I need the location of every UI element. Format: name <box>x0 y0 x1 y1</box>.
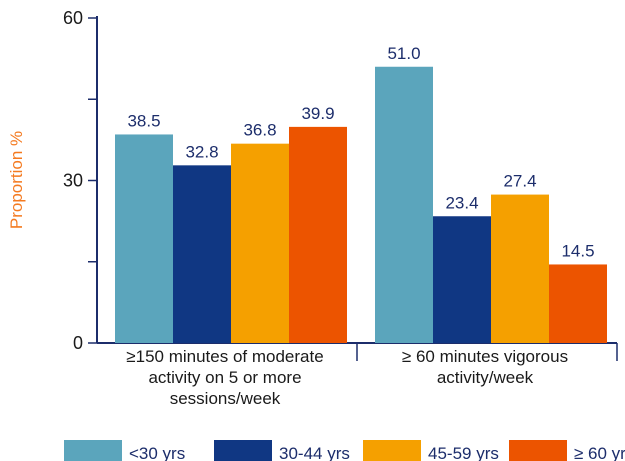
legend-item: ≥ 60 yrs <box>509 440 625 461</box>
legend: <30 yrs 30-44 yrs 45-59 yrs ≥ 60 yrs <box>64 440 625 461</box>
data-label: 14.5 <box>561 241 594 260</box>
bar <box>173 165 231 343</box>
data-label: 23.4 <box>445 193 478 212</box>
legend-label: 45-59 yrs <box>428 444 499 461</box>
bar <box>231 143 289 343</box>
bar <box>549 264 607 343</box>
data-label: 32.8 <box>185 142 218 161</box>
data-label: 36.8 <box>243 121 276 140</box>
y-tick-label: 30 <box>63 171 83 191</box>
legend-item: 45-59 yrs <box>363 440 499 461</box>
bar <box>289 126 347 343</box>
y-tick-label: 0 <box>73 333 83 353</box>
bar <box>375 66 433 343</box>
data-label: 38.5 <box>127 111 160 130</box>
x-category-label: activity on 5 or more <box>148 368 301 387</box>
data-label: 27.4 <box>503 172 536 191</box>
plot-area: 0 30 60 38.5 32.8 36.8 39.9 ≥150 minutes of mod… <box>63 8 618 408</box>
x-category-label: activity/week <box>437 368 534 387</box>
legend-item: 30-44 yrs <box>214 440 350 461</box>
y-tick-label: 60 <box>63 8 83 28</box>
legend-label: ≥ 60 yrs <box>574 444 625 461</box>
legend-swatch <box>64 440 122 461</box>
legend-label: 30-44 yrs <box>279 444 350 461</box>
legend-item: <30 yrs <box>64 440 185 461</box>
x-category-label: sessions/week <box>170 389 281 408</box>
bar <box>491 194 549 343</box>
data-label: 51.0 <box>387 44 420 63</box>
legend-swatch <box>363 440 421 461</box>
x-category-label: ≥150 minutes of moderate <box>126 347 323 366</box>
legend-swatch <box>214 440 272 461</box>
legend-label: <30 yrs <box>129 444 185 461</box>
x-category-label: ≥ 60 minutes vigorous <box>402 347 568 366</box>
bar <box>433 216 491 343</box>
legend-swatch <box>509 440 567 461</box>
bar <box>115 134 173 343</box>
y-axis-label: Proportion % <box>7 131 26 229</box>
data-label: 39.9 <box>301 104 334 123</box>
